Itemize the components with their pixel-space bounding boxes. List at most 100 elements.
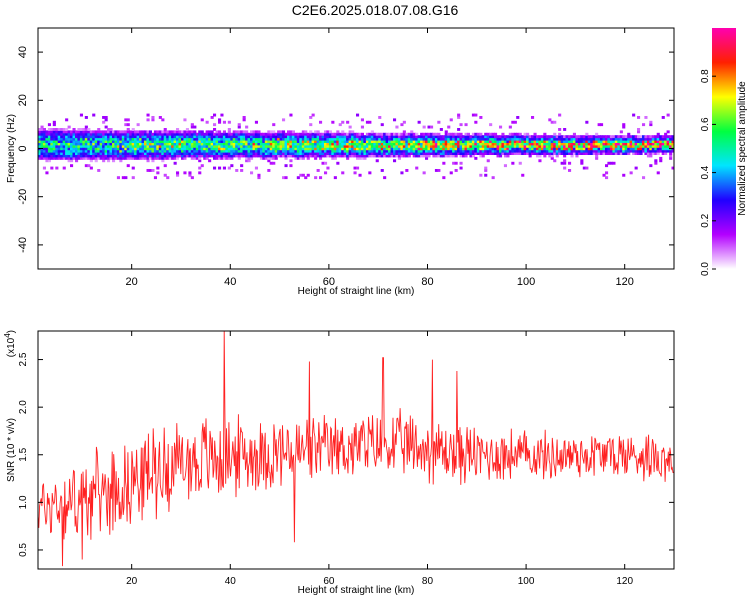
- heatmap-cell: [545, 140, 549, 143]
- heatmap-cell: [654, 147, 658, 151]
- heatmap-cell: [50, 128, 54, 131]
- heatmap-cell: [183, 142, 187, 146]
- heatmap-cell: [193, 137, 197, 141]
- heatmap-cell: [62, 130, 66, 134]
- heatmap-cell: [481, 149, 485, 153]
- heatmap-cell: [112, 156, 116, 160]
- heatmap-cell: [439, 147, 443, 151]
- heatmap-cell: [294, 152, 298, 155]
- heatmap-cell: [151, 137, 155, 141]
- heatmap-cell: [259, 147, 263, 151]
- heatmap-cell: [139, 152, 143, 155]
- heatmap-cell: [70, 152, 74, 155]
- heatmap-cell: [457, 142, 461, 146]
- heatmap-cell: [518, 142, 522, 146]
- heatmap-cell: [40, 140, 44, 143]
- heatmap-cell: [430, 140, 434, 143]
- heatmap-cell: [343, 154, 347, 158]
- heatmap-cell: [107, 154, 111, 158]
- heatmap-cell: [570, 137, 574, 141]
- heatmap-cell: [513, 142, 517, 146]
- heatmap-cell: [649, 120, 653, 124]
- heatmap-cell: [146, 113, 150, 117]
- heatmap-cell: [213, 128, 217, 131]
- heatmap-cell: [114, 147, 118, 151]
- heatmap-cell: [605, 140, 609, 143]
- heatmap-cell: [375, 142, 379, 146]
- heatmap-cell: [380, 154, 384, 158]
- heatmap-cell: [94, 154, 98, 158]
- heatmap-cell: [272, 130, 276, 134]
- heatmap-cell: [474, 142, 478, 146]
- heatmap-cell: [572, 149, 576, 153]
- heatmap-cell: [412, 140, 416, 143]
- heatmap-cell: [417, 140, 421, 143]
- heatmap-cell: [595, 140, 599, 143]
- heatmap-cell: [107, 137, 111, 141]
- heatmap-cell: [72, 152, 76, 155]
- heatmap-cell: [540, 144, 544, 148]
- heatmap-cell: [72, 144, 76, 148]
- heatmap-cell: [282, 130, 286, 134]
- heatmap-cell: [553, 140, 557, 143]
- heatmap-cell: [508, 147, 512, 151]
- heatmap-cell: [405, 152, 409, 155]
- heatmap-cell: [247, 149, 251, 153]
- heatmap-cell: [481, 140, 485, 143]
- heatmap-cell: [188, 154, 192, 158]
- heatmap-cell: [269, 130, 273, 134]
- heatmap-cell: [208, 149, 212, 153]
- heatmap-cell: [299, 142, 303, 146]
- heatmap-cell: [116, 137, 120, 141]
- heatmap-cell: [622, 137, 626, 141]
- heatmap-cell: [393, 159, 397, 163]
- heatmap-cell: [289, 147, 293, 151]
- heatmap-cell: [614, 142, 618, 146]
- heatmap-cell: [146, 156, 150, 160]
- heatmap-cell: [568, 142, 572, 146]
- heatmap-cell: [533, 149, 537, 153]
- heatmap-cell: [651, 149, 655, 153]
- heatmap-cell: [341, 132, 345, 136]
- heatmap-cell: [220, 147, 224, 151]
- heatmap-cell: [378, 140, 382, 143]
- heatmap-cell: [351, 130, 355, 134]
- heatmap-cell: [644, 116, 648, 119]
- heatmap-cell: [550, 142, 554, 146]
- heatmap-cell: [77, 144, 81, 148]
- heatmap-cell: [311, 152, 315, 155]
- heatmap-cell: [259, 149, 263, 153]
- heatmap-cell: [466, 142, 470, 146]
- heatmap-cell: [210, 147, 214, 151]
- heatmap-cell: [422, 125, 426, 129]
- heatmap-cell: [200, 142, 204, 146]
- heatmap-cell: [649, 147, 653, 151]
- heatmap-cell: [264, 154, 268, 158]
- heatmap-cell: [208, 147, 212, 151]
- heatmap-cell: [321, 135, 325, 139]
- heatmap-cell: [267, 169, 271, 172]
- heatmap-cell: [430, 149, 434, 153]
- heatmap-cell: [205, 137, 209, 141]
- heatmap-cell: [595, 137, 599, 141]
- heatmap-cell: [343, 152, 347, 155]
- heatmap-cell: [397, 137, 401, 141]
- heatmap-cell: [218, 140, 222, 143]
- heatmap-cell: [326, 166, 330, 170]
- heatmap-cell: [121, 142, 125, 146]
- heatmap-cell: [158, 132, 162, 136]
- heatmap-cell: [442, 149, 446, 153]
- heatmap-cell: [82, 130, 86, 134]
- heatmap-cell: [114, 144, 118, 148]
- heatmap-cell: [190, 154, 194, 158]
- heatmap-cell: [62, 147, 66, 151]
- heatmap-cell: [501, 140, 505, 143]
- heatmap-cell: [296, 135, 300, 139]
- heatmap-cell: [612, 147, 616, 151]
- heatmap-cell: [99, 132, 103, 136]
- heatmap-cell: [151, 169, 155, 172]
- heatmap-cell: [390, 152, 394, 155]
- heatmap-cell: [656, 171, 660, 175]
- heatmap-cell: [82, 152, 86, 155]
- heatmap-cell: [669, 144, 673, 148]
